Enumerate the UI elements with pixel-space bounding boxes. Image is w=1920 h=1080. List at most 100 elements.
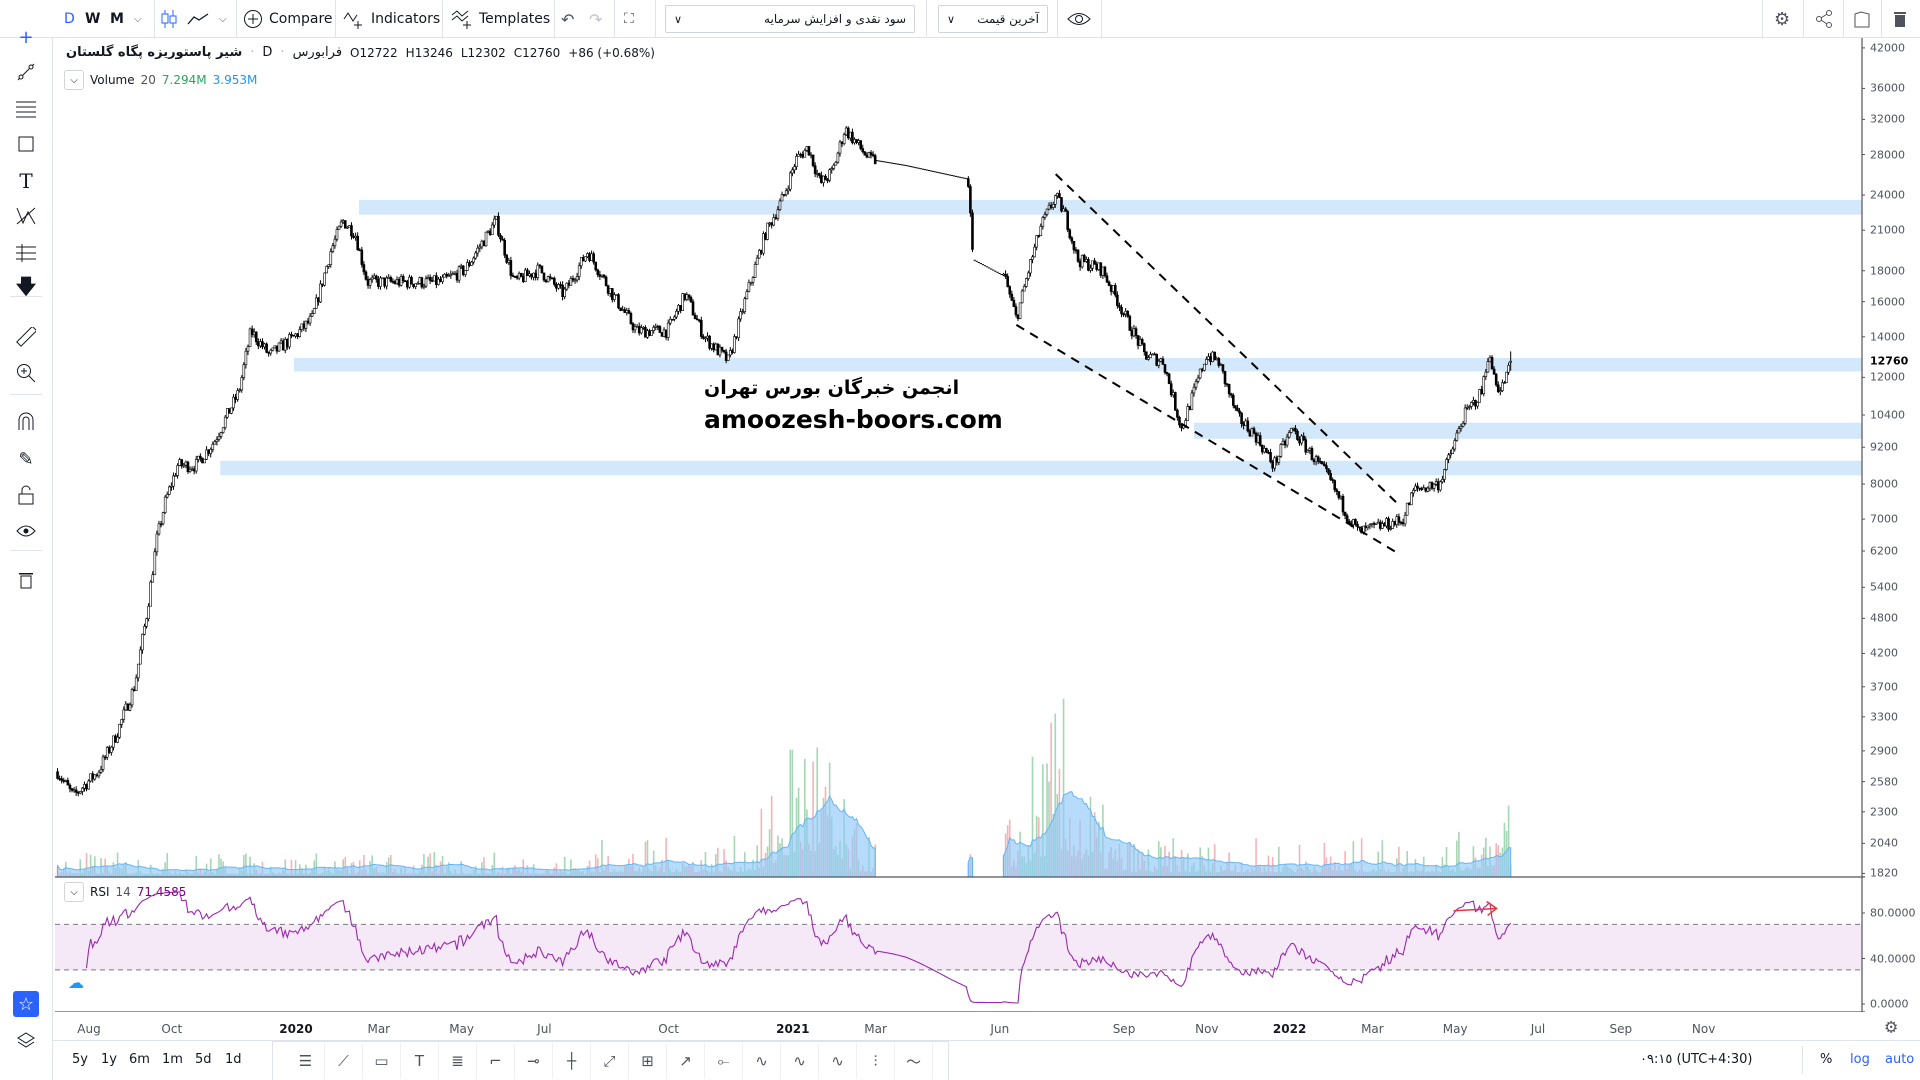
- candle-body: [1331, 479, 1334, 481]
- object-tree-layers-icon[interactable]: [13, 1028, 39, 1054]
- range-1y[interactable]: 1y: [101, 1052, 117, 1067]
- candle-body: [445, 273, 448, 277]
- fib-icon[interactable]: ☰: [287, 1043, 325, 1079]
- rectangle-icon[interactable]: [13, 131, 39, 157]
- range-1d[interactable]: 1d: [225, 1052, 242, 1067]
- candle-body: [673, 316, 676, 320]
- crosshair-icon[interactable]: +: [18, 26, 34, 48]
- ab-pattern-icon[interactable]: ∿: [819, 1043, 857, 1079]
- indicators-button[interactable]: Indicators: [343, 0, 440, 38]
- tradingview-cloud-icon[interactable]: ☁: [68, 973, 84, 992]
- horizontal-line-icon[interactable]: ⟜: [705, 1043, 743, 1079]
- auto-toggle[interactable]: auto: [1885, 1052, 1915, 1067]
- text-icon[interactable]: T: [401, 1043, 439, 1079]
- candle-body: [505, 254, 509, 263]
- chart-canvas[interactable]: [55, 38, 1865, 1012]
- candle-body: [352, 235, 355, 238]
- candle-body: [312, 308, 316, 314]
- timezone-label[interactable]: ٠٩:١٥ (UTC+4:30): [1640, 1052, 1753, 1067]
- candle: [170, 482, 173, 491]
- candle-body: [553, 277, 556, 285]
- compare-button[interactable]: Compare: [243, 0, 333, 38]
- collapse-chevron-icon[interactable]: ⌵: [64, 70, 84, 90]
- chart-type-chevron-down-icon[interactable]: ⌵: [219, 13, 227, 25]
- log-toggle[interactable]: log: [1850, 1052, 1870, 1067]
- candle-body: [600, 274, 604, 277]
- candle-body: [1292, 427, 1295, 430]
- interval-w[interactable]: W: [85, 11, 101, 27]
- callout-icon[interactable]: ⌐: [477, 1043, 515, 1079]
- zoom-in-icon[interactable]: [13, 360, 39, 386]
- share-icon[interactable]: [1815, 0, 1833, 38]
- redo-icon[interactable]: ↷: [589, 9, 603, 29]
- candle-body: [1155, 353, 1159, 366]
- rectangle-icon[interactable]: ▭: [363, 1043, 401, 1079]
- trend-line-icon[interactable]: [13, 59, 39, 85]
- time-axis-label: Mar: [367, 1022, 391, 1036]
- magnet-icon[interactable]: [13, 409, 39, 435]
- fullscreen-icon[interactable]: ⛶: [624, 11, 634, 27]
- snapshot-icon[interactable]: [1853, 0, 1871, 38]
- candle: [290, 331, 293, 339]
- range-1m[interactable]: 1m: [162, 1052, 183, 1067]
- date-price-range-icon[interactable]: ⫶: [857, 1043, 895, 1079]
- collapse-chevron-icon[interactable]: ⌵: [64, 882, 84, 902]
- trend-line-icon[interactable]: ⟋: [325, 1043, 363, 1079]
- candle-body: [1391, 521, 1394, 529]
- interval-chevron-down-icon[interactable]: ⌵: [134, 13, 142, 25]
- candle-body: [577, 265, 581, 277]
- candle: [1114, 282, 1117, 298]
- text-icon[interactable]: T: [19, 169, 33, 193]
- prediction-icon[interactable]: [13, 240, 39, 266]
- fib-retracement-icon[interactable]: [13, 96, 39, 122]
- templates-button[interactable]: Templates: [451, 0, 550, 38]
- range-5d[interactable]: 5d: [195, 1052, 212, 1067]
- interval-d[interactable]: D: [64, 11, 75, 27]
- settings-gear-icon[interactable]: ⚙: [1774, 8, 1791, 30]
- candle: [379, 276, 382, 290]
- candle-body: [1099, 262, 1103, 276]
- parallel-channel-icon[interactable]: ≣: [439, 1043, 477, 1079]
- lock-icon[interactable]: [13, 482, 39, 508]
- dividend-adjust-dropdown[interactable]: ∨ سود نقدی و افزایش سرمایه: [665, 5, 915, 33]
- candles-icon[interactable]: [160, 0, 178, 38]
- ray-icon[interactable]: ⤢: [591, 1043, 629, 1079]
- price-type-dropdown[interactable]: ∨ آخرین قیمت: [938, 5, 1048, 33]
- ruler-icon[interactable]: [13, 324, 39, 350]
- abcd-pattern-icon[interactable]: ∿: [781, 1043, 819, 1079]
- pattern-icon[interactable]: [13, 203, 39, 229]
- eye-icon[interactable]: [1067, 0, 1091, 38]
- range-6m[interactable]: 6m: [129, 1052, 150, 1067]
- candle: [575, 272, 579, 283]
- candle: [693, 312, 697, 320]
- candle-body: [544, 279, 548, 282]
- horizontal-ray-icon[interactable]: ⊸: [515, 1043, 553, 1079]
- favorites-star-icon[interactable]: ☆: [13, 991, 39, 1017]
- cross-line-icon[interactable]: ┼: [553, 1043, 591, 1079]
- candle: [366, 275, 370, 289]
- candle-body: [519, 272, 523, 277]
- candle: [1376, 518, 1380, 524]
- range-5y[interactable]: 5y: [72, 1052, 88, 1067]
- elliott-wave-icon[interactable]: ∿: [743, 1043, 781, 1079]
- percent-toggle[interactable]: %: [1820, 1052, 1833, 1067]
- candle-body: [70, 788, 74, 791]
- price-range-icon[interactable]: ⊞: [629, 1043, 667, 1079]
- lock-drawings-pencil-icon[interactable]: ✎: [18, 448, 34, 470]
- brush-icon[interactable]: 〜: [895, 1043, 933, 1079]
- arrow-icon[interactable]: ↗: [667, 1043, 705, 1079]
- line-chart-icon[interactable]: [187, 0, 209, 38]
- candle-body: [441, 276, 444, 282]
- interval-m[interactable]: M: [110, 11, 124, 27]
- eye-icon[interactable]: [13, 518, 39, 544]
- candle-body: [1101, 266, 1105, 276]
- candle: [1037, 234, 1041, 238]
- undo-icon[interactable]: ↶: [561, 9, 575, 29]
- candle-body: [1211, 351, 1214, 363]
- candle-body: [805, 146, 809, 151]
- arrow-down-icon[interactable]: 🡇: [15, 274, 37, 298]
- remove-drawings-trash-icon[interactable]: [13, 567, 39, 593]
- candle: [424, 275, 428, 289]
- trash-icon[interactable]: [1893, 0, 1907, 38]
- candle: [459, 263, 463, 270]
